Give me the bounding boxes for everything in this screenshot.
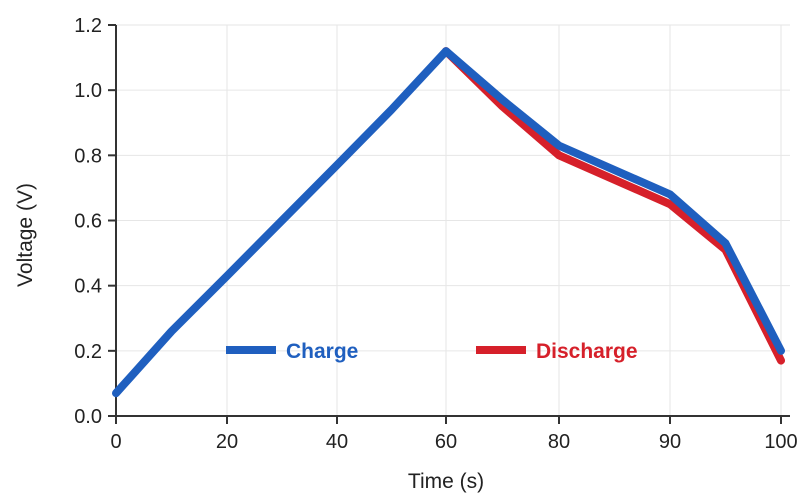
x-tick-label: 100: [764, 431, 797, 453]
legend-item-discharge: Discharge: [476, 340, 638, 363]
x-tick-label: 0: [110, 431, 121, 453]
legend-label-discharge: Discharge: [536, 340, 638, 363]
series-line-charge: [112, 47, 785, 398]
x-tick-label: 60: [435, 431, 457, 453]
legend: Charge Discharge: [226, 340, 638, 363]
y-tick-label: 1.0: [74, 80, 102, 102]
y-tick-label: 0.0: [74, 406, 102, 428]
y-axis-title: Voltage (V): [14, 183, 37, 287]
legend-item-charge: Charge: [226, 340, 358, 363]
grid-lines: [116, 24, 790, 416]
y-tick-label: 0.2: [74, 341, 102, 363]
y-tick-label: 1.2: [74, 15, 102, 37]
x-axis-title: Time (s): [408, 470, 484, 493]
x-tick-label: 80: [548, 431, 570, 453]
legend-label-charge: Charge: [286, 340, 358, 363]
x-tick-label: 20: [216, 431, 238, 453]
y-tick-label: 0.8: [74, 145, 102, 167]
x-tick-label: 40: [326, 431, 348, 453]
tick-marks: 0.0 0.2 0.4 0.6 0.8 1.0 1.2 0 20 40 60 80 90 100: [74, 15, 798, 453]
series-lines: [112, 47, 785, 398]
x-tick-label: 90: [659, 431, 681, 453]
y-tick-label: 0.6: [74, 211, 102, 233]
y-tick-label: 0.4: [74, 276, 102, 298]
